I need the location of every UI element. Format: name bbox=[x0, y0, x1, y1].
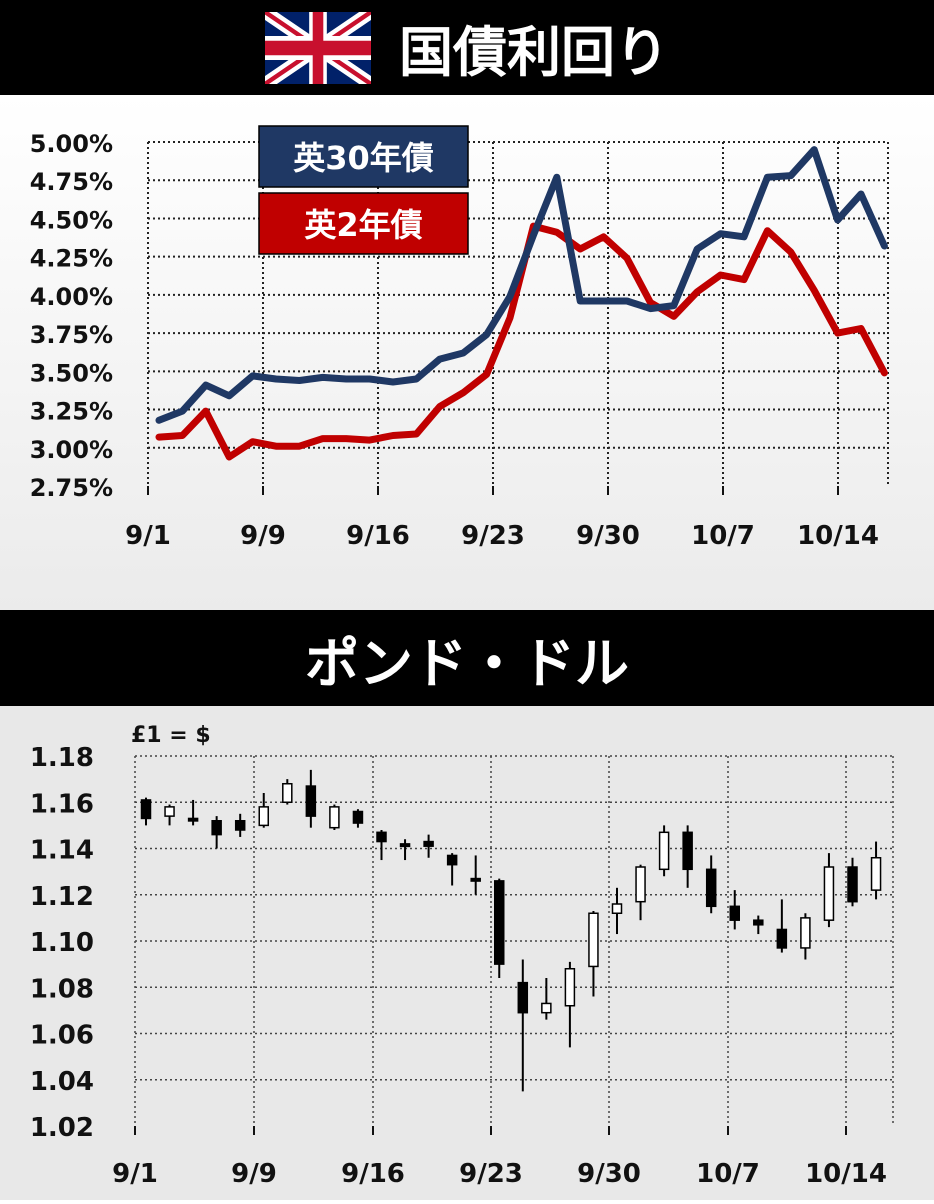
candle-down bbox=[494, 880, 505, 965]
candle-down bbox=[446, 854, 458, 866]
y-tick-label: 3.25% bbox=[30, 398, 113, 426]
candle-up bbox=[282, 783, 293, 803]
x-tick-label: 10/7 bbox=[691, 521, 755, 551]
x-tick-label: 9/9 bbox=[240, 521, 286, 551]
x-tick-label: 9/1 bbox=[125, 521, 171, 551]
x-tick-label: 9/23 bbox=[459, 1159, 523, 1189]
candle-down bbox=[234, 820, 246, 831]
candle-down bbox=[187, 817, 199, 822]
candle-up bbox=[329, 806, 340, 829]
y-tick-label: 3.00% bbox=[30, 436, 113, 464]
candle-up bbox=[541, 1002, 552, 1014]
y-tick-label: 3.75% bbox=[30, 321, 113, 349]
gbpusd-candlestick-chart: £1 = $ 1.02 1.04 1.06 1.08 1.10 1.12 1.14 1.16 1.… bbox=[30, 723, 894, 1189]
candle-down bbox=[517, 981, 529, 1014]
uk-flag-icon bbox=[265, 11, 371, 84]
y-tick-label: 1.02 bbox=[30, 1113, 94, 1143]
series-30yr-line bbox=[155, 146, 888, 424]
x-tick-label: 9/9 bbox=[231, 1159, 277, 1189]
candle-down bbox=[399, 843, 411, 848]
y-tick-label: 1.06 bbox=[30, 1021, 94, 1051]
y-tick-label: 1.14 bbox=[30, 836, 94, 866]
legend-30yr-box bbox=[258, 125, 469, 188]
candle-down bbox=[470, 877, 481, 882]
y-tick-label: 4.50% bbox=[30, 206, 113, 234]
yield-title: 国債利回り bbox=[399, 21, 669, 84]
x-tick-label: 9/16 bbox=[346, 521, 410, 551]
candle-down bbox=[705, 868, 717, 908]
gbpusd-header: ポンド・ドル bbox=[0, 610, 934, 706]
x-tick-label: 9/1 bbox=[112, 1159, 158, 1189]
y-tick-label: 1.08 bbox=[30, 974, 94, 1004]
candle-up bbox=[164, 806, 175, 817]
candle-down bbox=[140, 799, 152, 820]
yield-line-chart: 2.75% 3.00% 3.25% 3.50% 3.75% 4.00% 4.25% 4.50%… bbox=[30, 125, 889, 551]
candle-up bbox=[800, 917, 811, 949]
gbpusd-chart-panel: £1 = $ 1.02 1.04 1.06 1.08 1.10 1.12 1.14 1.16 1.… bbox=[0, 706, 934, 1200]
x-tick-label: 9/30 bbox=[577, 1159, 641, 1189]
candle-up bbox=[564, 968, 576, 1007]
unit-label: £1 = $ bbox=[131, 723, 211, 748]
y-tick-label: 1.16 bbox=[30, 789, 94, 819]
candle-down bbox=[376, 831, 387, 843]
y-tick-label: 1.18 bbox=[30, 743, 94, 773]
candle-up bbox=[635, 866, 646, 903]
x-tick-label: 9/30 bbox=[576, 521, 640, 551]
candle-down bbox=[729, 905, 740, 921]
candle-down bbox=[423, 840, 434, 847]
candle-up bbox=[611, 903, 623, 914]
x-tick-label: 9/23 bbox=[461, 521, 525, 551]
x-tick-label: 10/7 bbox=[696, 1159, 760, 1189]
candle-down bbox=[352, 810, 364, 824]
candle-up bbox=[823, 866, 835, 921]
candle-down bbox=[305, 785, 317, 817]
y-tick-label: 3.50% bbox=[30, 359, 113, 387]
gbpusd-title: ポンド・ドル bbox=[305, 631, 629, 695]
candle-up bbox=[588, 912, 599, 968]
x-tick-label: 9/16 bbox=[341, 1159, 405, 1189]
yield-chart-panel: 2.75% 3.00% 3.25% 3.50% 3.75% 4.00% 4.25% 4.50%… bbox=[0, 95, 934, 610]
legend-2yr-label: 英2年債 bbox=[304, 206, 422, 244]
candle-down bbox=[753, 919, 764, 926]
y-tick-label: 2.75% bbox=[30, 474, 113, 502]
y-tick-label: 1.10 bbox=[30, 928, 94, 958]
legend-2yr-box bbox=[258, 192, 469, 255]
x-tick-label: 10/14 bbox=[805, 1159, 887, 1189]
candle-up bbox=[870, 857, 882, 891]
candle-up bbox=[658, 831, 670, 871]
yield-header: 国債利回り bbox=[0, 0, 934, 95]
candle-down bbox=[847, 866, 858, 903]
y-tick-label: 5.00% bbox=[30, 130, 113, 158]
y-tick-label: 4.25% bbox=[30, 245, 113, 273]
y-tick-label: 4.75% bbox=[30, 168, 113, 196]
y-tick-label: 1.04 bbox=[30, 1067, 94, 1097]
candle-down bbox=[211, 820, 222, 836]
y-tick-label: 1.12 bbox=[30, 882, 94, 912]
x-tick-label: 10/14 bbox=[797, 521, 879, 551]
legend-30yr-label: 英30年債 bbox=[293, 139, 434, 177]
candle-down bbox=[776, 928, 788, 949]
candle-up bbox=[258, 806, 269, 827]
y-tick-label: 4.00% bbox=[30, 283, 113, 311]
candle-down bbox=[682, 831, 693, 871]
